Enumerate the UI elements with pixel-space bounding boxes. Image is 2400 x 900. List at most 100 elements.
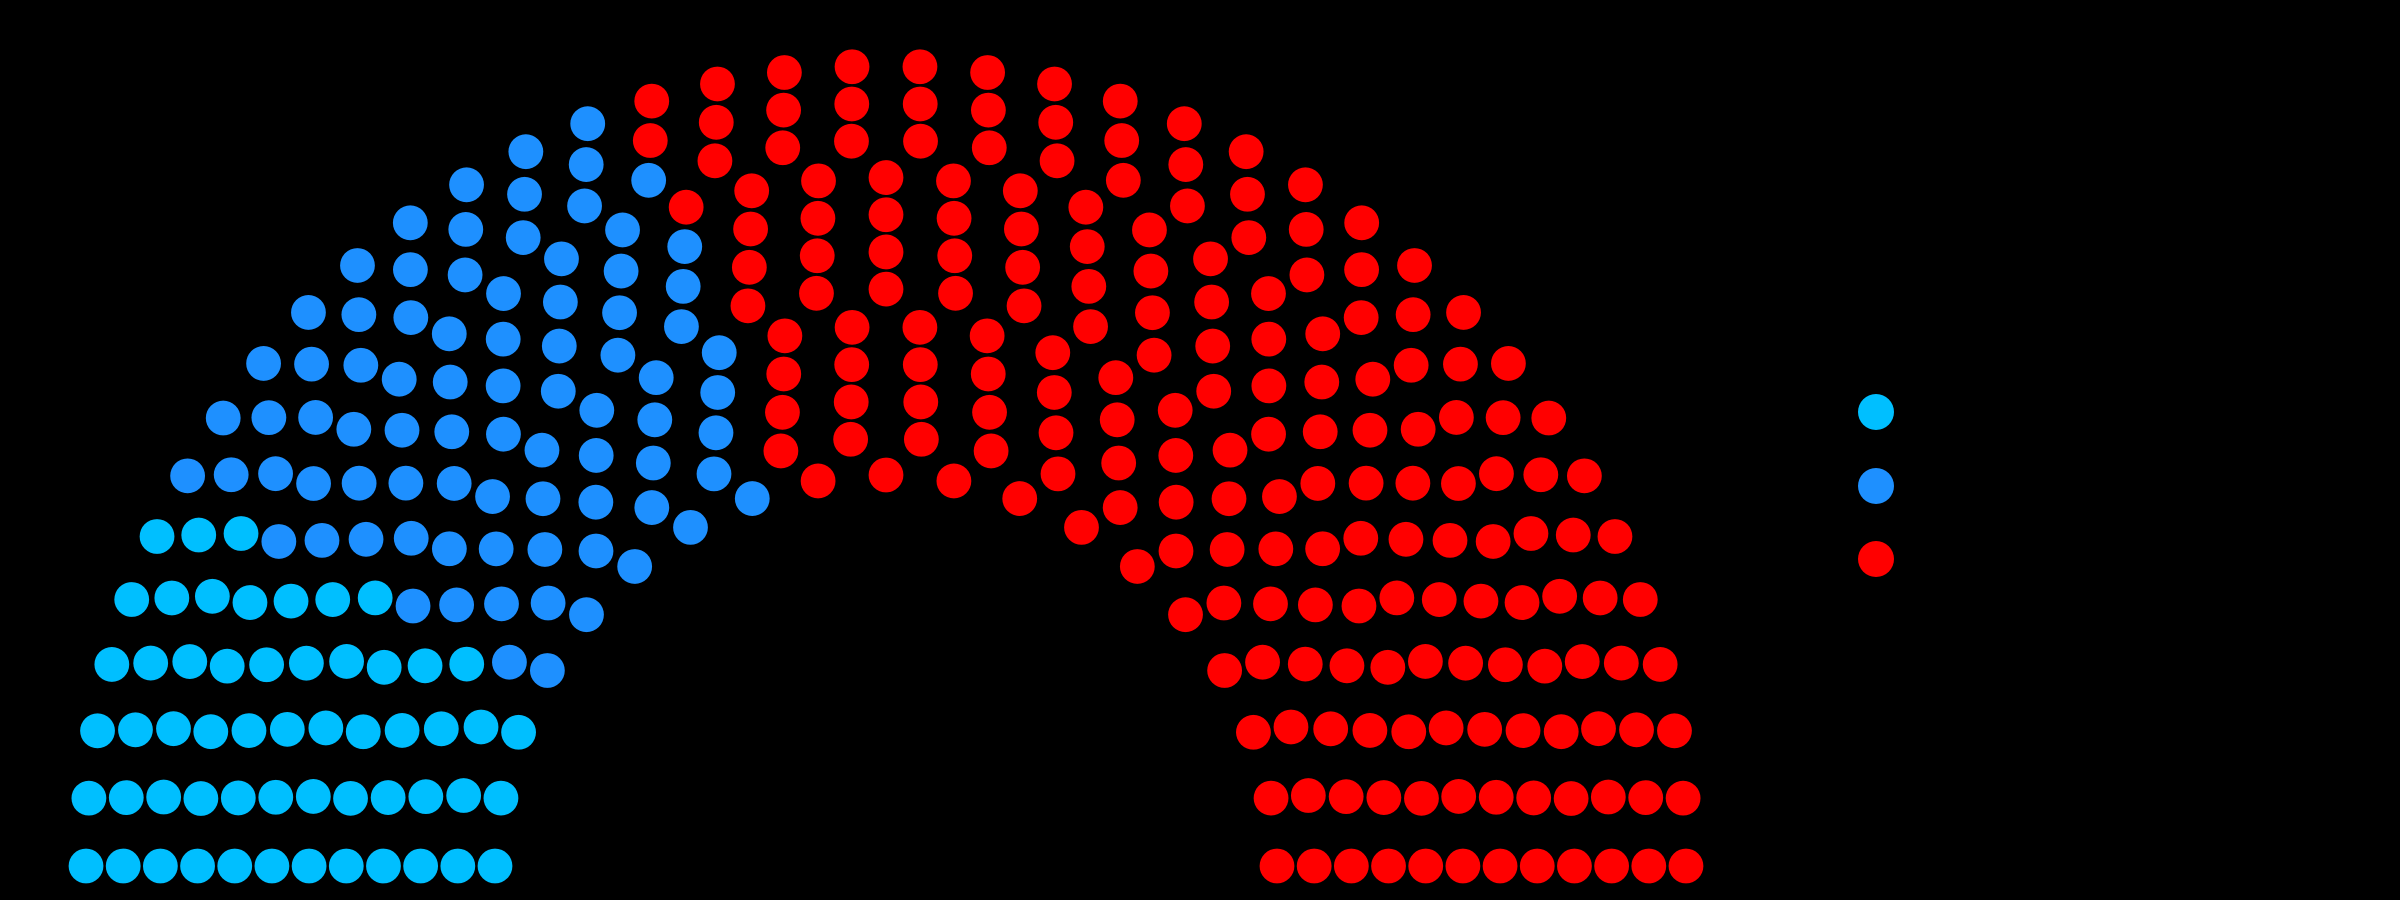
seat-dot bbox=[1288, 211, 1324, 247]
seat-dot bbox=[1068, 189, 1104, 225]
seat-dot bbox=[1207, 653, 1243, 688]
seat-dot bbox=[431, 531, 467, 567]
seat-dot bbox=[1069, 229, 1105, 265]
seat-dot bbox=[246, 346, 281, 381]
seat-dot bbox=[1504, 585, 1540, 620]
seat-dot bbox=[868, 234, 904, 270]
seat-dot bbox=[508, 134, 544, 170]
seat-dot bbox=[1519, 848, 1555, 884]
seat-dot bbox=[936, 463, 972, 499]
seat-dot bbox=[1553, 781, 1589, 816]
seat-dot bbox=[393, 252, 428, 288]
seat-dot bbox=[734, 173, 770, 209]
seat-dot bbox=[1463, 583, 1499, 619]
seat-dot bbox=[449, 646, 485, 682]
seat-dot bbox=[665, 268, 701, 304]
seat-dot bbox=[631, 162, 667, 198]
seat-dot bbox=[570, 106, 606, 142]
seat-dot bbox=[730, 288, 766, 324]
seat-dot bbox=[700, 375, 736, 410]
seat-dot bbox=[296, 466, 331, 501]
seat-dot bbox=[700, 66, 735, 102]
seat-dot bbox=[1590, 779, 1626, 815]
seat-dot bbox=[1297, 587, 1333, 623]
seat-dot bbox=[1370, 649, 1406, 685]
seat-dot bbox=[1158, 484, 1194, 520]
seat-dot bbox=[381, 361, 417, 397]
seat-dot bbox=[701, 335, 737, 371]
seat-dot bbox=[1304, 364, 1340, 400]
seat-dot bbox=[1302, 414, 1338, 450]
seat-dot bbox=[1491, 346, 1526, 381]
seat-dot bbox=[1344, 205, 1380, 241]
seat-dot bbox=[258, 456, 293, 492]
seat-dot bbox=[834, 86, 870, 122]
seat-dot bbox=[1505, 713, 1541, 748]
seat-dot bbox=[1206, 585, 1242, 621]
seat-dot bbox=[291, 848, 327, 884]
seat-dot bbox=[68, 848, 104, 884]
seat-dot bbox=[172, 644, 208, 679]
legend-swatch-cyan bbox=[1858, 394, 1894, 430]
seat-dot bbox=[1290, 778, 1326, 813]
seat-dot bbox=[1251, 321, 1287, 357]
seat-dot bbox=[388, 465, 424, 501]
seat-dot bbox=[1400, 411, 1436, 447]
seat-dot bbox=[765, 130, 801, 166]
seat-dot bbox=[834, 347, 870, 383]
seat-dot bbox=[183, 781, 219, 816]
seat-dot bbox=[507, 176, 542, 212]
seat-dot bbox=[1104, 123, 1140, 158]
seat-dot bbox=[1135, 295, 1170, 331]
seat-dot bbox=[834, 123, 869, 159]
seat-dot bbox=[1329, 648, 1365, 684]
seat-dot bbox=[333, 780, 368, 816]
seat-dot bbox=[578, 533, 614, 569]
seat-dot bbox=[118, 712, 153, 748]
seat-dot bbox=[1289, 257, 1325, 293]
seat-dot bbox=[1482, 848, 1518, 884]
seat-dot bbox=[1035, 335, 1071, 371]
seat-dot bbox=[1395, 297, 1431, 333]
seat-dot bbox=[258, 779, 294, 815]
seat-dot bbox=[154, 580, 190, 616]
seat-dot bbox=[1038, 415, 1074, 451]
seat-dot bbox=[1036, 375, 1072, 410]
seat-dot bbox=[617, 549, 653, 584]
seat-dot bbox=[505, 220, 541, 255]
seat-dot bbox=[261, 524, 297, 559]
seat-dot bbox=[1665, 780, 1701, 816]
seat-dot bbox=[446, 778, 482, 813]
seat-dot bbox=[478, 531, 514, 567]
seat-dot bbox=[251, 400, 287, 436]
seat-dot bbox=[1231, 220, 1267, 255]
seat-dot bbox=[1581, 711, 1616, 747]
seat-dot bbox=[970, 55, 1006, 90]
seat-dot bbox=[384, 412, 420, 448]
seat-dot bbox=[1352, 713, 1388, 748]
seat-dot bbox=[541, 328, 577, 364]
seat-dot bbox=[698, 104, 734, 140]
seat-dot bbox=[1133, 253, 1169, 289]
seat-dot bbox=[834, 309, 870, 345]
seat-dot bbox=[1099, 402, 1135, 438]
seat-dot bbox=[180, 848, 215, 884]
seat-dot bbox=[634, 490, 670, 525]
seat-dot bbox=[1228, 134, 1264, 170]
seat-dot bbox=[1101, 445, 1137, 481]
seat-dot bbox=[530, 585, 566, 621]
seat-dot bbox=[291, 295, 326, 330]
seat-dot bbox=[475, 479, 510, 514]
seat-dot bbox=[449, 167, 484, 203]
seat-dot bbox=[1038, 104, 1074, 140]
seat-dot bbox=[1251, 276, 1286, 311]
seat-dot bbox=[328, 848, 364, 884]
seat-dot bbox=[403, 848, 439, 884]
seat-dot bbox=[799, 238, 835, 274]
seat-dot bbox=[1543, 714, 1579, 750]
seat-dot bbox=[1102, 490, 1138, 525]
seat-dot bbox=[1253, 780, 1289, 816]
seat-dot bbox=[971, 130, 1007, 166]
